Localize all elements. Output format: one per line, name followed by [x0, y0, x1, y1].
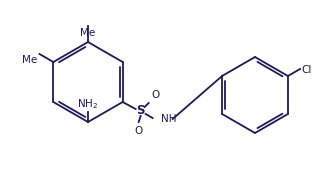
Text: S: S — [136, 104, 145, 117]
Text: O: O — [152, 90, 160, 100]
Text: Cl: Cl — [301, 65, 311, 75]
Text: O: O — [135, 126, 143, 136]
Text: Me: Me — [81, 28, 96, 38]
Text: NH: NH — [161, 114, 176, 124]
Text: NH$_2$: NH$_2$ — [78, 97, 98, 111]
Text: Me: Me — [22, 55, 37, 65]
